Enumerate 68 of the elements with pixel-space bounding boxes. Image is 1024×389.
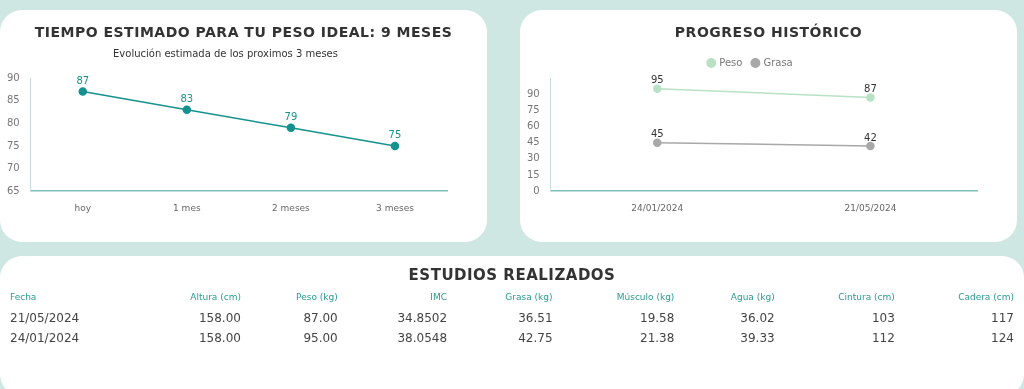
text: Peso (kg) [295, 291, 339, 304]
chart-subtitle: Evolución estimada de los proximos 3 meses [113, 47, 338, 59]
text: 42.75 [517, 330, 554, 347]
y-tick-label: 0 [533, 184, 540, 196]
point [866, 93, 875, 102]
point [866, 141, 875, 151]
legend-label: Grasa [763, 56, 793, 68]
x-tick-label: 21/05/2024 [844, 202, 897, 213]
legend-label: Peso [719, 56, 743, 68]
x-tick-label: 1 mes [173, 202, 201, 213]
text: 158.00 [197, 330, 242, 347]
point [182, 105, 192, 114]
text: Cintura (cm) [837, 291, 896, 304]
data-label: 75 [388, 128, 402, 140]
point [78, 87, 88, 96]
y-tick-label: 75 [526, 103, 540, 115]
text: Fecha [9, 291, 38, 304]
text: 95.00 [302, 330, 339, 347]
text: Grasa (kg) [504, 291, 554, 304]
text: 39.33 [739, 330, 776, 347]
data-label: 95 [650, 74, 664, 86]
data-label: 42 [864, 131, 877, 143]
data-label: 83 [180, 92, 194, 104]
text: ESTUDIOS REALIZADOS [407, 266, 617, 284]
text: 124 [990, 330, 1015, 347]
point [390, 141, 400, 151]
text: 38.0548 [396, 330, 449, 347]
data-label: 79 [284, 110, 298, 122]
y-tick-label: 75 [6, 139, 20, 151]
y-tick-label: 15 [526, 168, 540, 180]
y-tick-label: 90 [526, 87, 540, 99]
y-tick-label: 70 [6, 162, 20, 174]
data-label: 87 [76, 74, 90, 86]
chart-title: PROGRESO HISTÓRICO [673, 22, 864, 42]
text: 158.00 [197, 310, 242, 327]
text: 103 [870, 310, 896, 327]
text: Agua (kg) [729, 291, 776, 304]
text: 21.38 [639, 330, 676, 347]
text: 21/05/2024 [9, 310, 81, 327]
text: 112 [870, 330, 896, 347]
x-tick-label: hoy [74, 202, 92, 213]
text: 24/01/2024 [9, 330, 81, 347]
x-tick-label: 3 meses [376, 202, 415, 213]
text: 19.58 [639, 310, 676, 327]
chart-title: TIEMPO ESTIMADO PARA TU PESO IDEAL: 9 MESES [33, 23, 454, 42]
point [286, 123, 296, 133]
text: 117 [990, 310, 1015, 327]
text: 36.02 [739, 310, 776, 327]
text: 36.51 [517, 310, 554, 327]
y-tick-label: 90 [6, 71, 20, 83]
text: 87.00 [302, 310, 339, 327]
text: IMC [429, 291, 449, 304]
y-tick-label: 45 [526, 136, 540, 148]
y-tick-label: 60 [526, 120, 540, 132]
y-tick-label: 30 [526, 152, 540, 164]
y-tick-label: 65 [6, 184, 20, 196]
x-tick-label: 2 meses [271, 202, 311, 213]
y-tick-label: 85 [6, 94, 20, 106]
point [653, 84, 662, 94]
point [653, 138, 662, 147]
text: Músculo (kg) [615, 291, 676, 304]
data-label: 45 [650, 128, 664, 140]
text: 34.8502 [396, 310, 449, 327]
text: Cadera (cm) [957, 291, 1015, 304]
x-tick-label: 24/01/2024 [631, 202, 684, 213]
y-tick-label: 80 [6, 116, 20, 128]
data-label: 87 [864, 83, 877, 94]
text: Altura (cm) [189, 291, 242, 304]
